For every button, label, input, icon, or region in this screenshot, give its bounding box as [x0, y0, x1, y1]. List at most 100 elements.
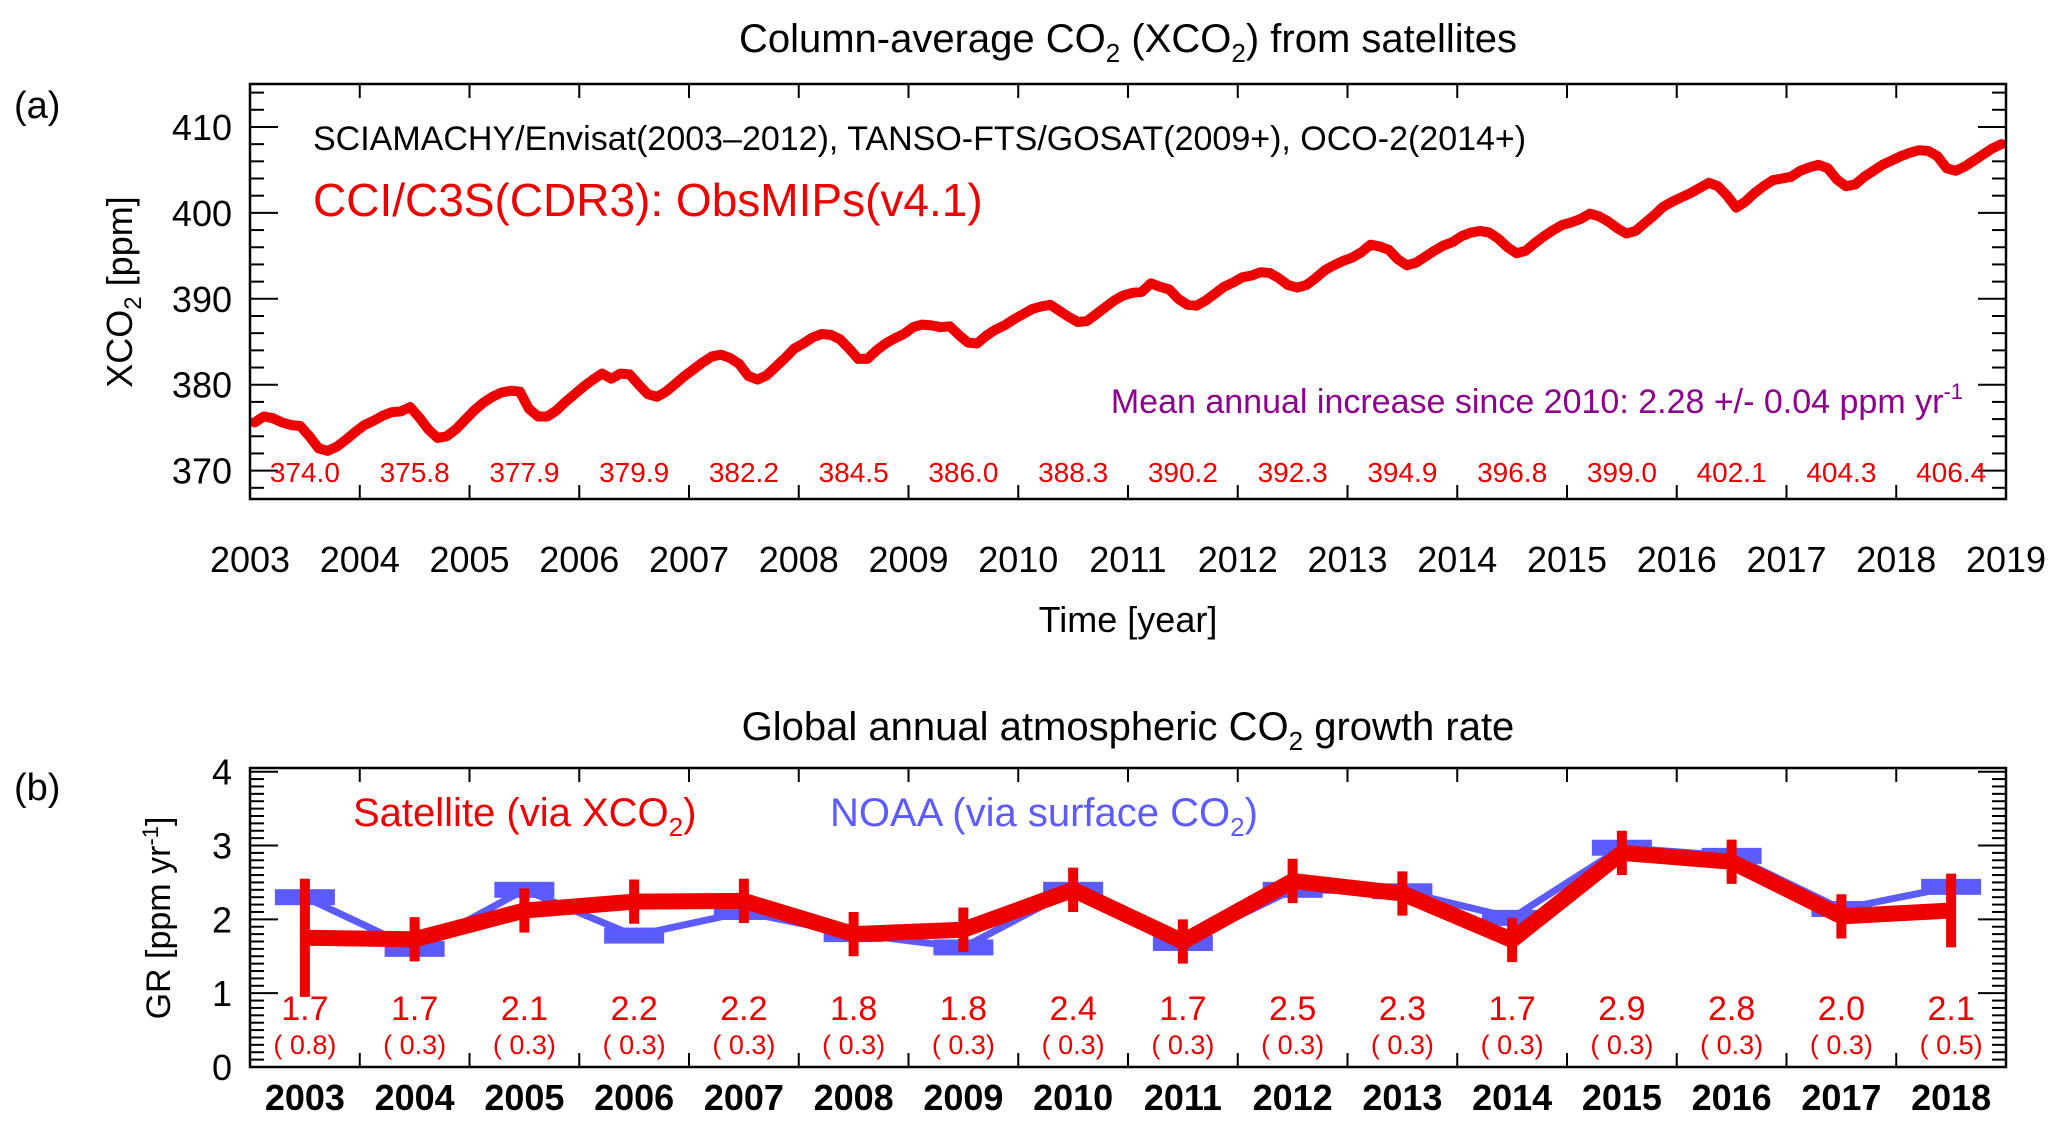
growth-rate-value: 2.8 [1708, 990, 1755, 1028]
x-tick-label: 2015 [1527, 539, 1607, 580]
panel-b-ylabel-sup: -1 [138, 826, 163, 846]
growth-rate-uncertainty: ( 0.3) [822, 1030, 885, 1060]
x-tick-label: 2003 [210, 539, 290, 580]
x-tick-label: 2014 [1472, 1077, 1552, 1118]
x-tick-label: 2006 [539, 539, 619, 580]
annual-mean-label: 382.2 [709, 457, 779, 488]
panel-a-y-axis-label: XCO2 [ppm] [99, 196, 147, 387]
panel-b-title-part1: Global annual atmospheric CO [742, 705, 1289, 749]
panel-a-label: (a) [14, 85, 60, 127]
growth-rate-value: 2.2 [610, 990, 657, 1028]
y-tick-label: 370 [172, 451, 232, 492]
y-tick-label: 390 [172, 279, 232, 320]
annotation-product: CCI/C3S(CDR3): ObsMIPs(v4.1) [313, 174, 983, 226]
annual-mean-label: 406.4 [1916, 457, 1986, 488]
growth-rate-uncertainty: ( 0.3) [1590, 1030, 1653, 1060]
annotation-mean-increase-sup: -1 [1943, 379, 1963, 404]
growth-rate-uncertainty: ( 0.3) [1700, 1030, 1763, 1060]
annual-mean-label: 386.0 [928, 457, 998, 488]
y-tick-label: 3 [212, 826, 232, 867]
x-tick-label: 2006 [594, 1077, 674, 1118]
panel-a-title-part1: Column-average CO [739, 17, 1106, 61]
annual-mean-label: 396.8 [1477, 457, 1547, 488]
x-tick-label: 2009 [923, 1077, 1003, 1118]
legend-satellite-sub: 2 [669, 812, 683, 842]
panel-a-x-axis-label: Time [year] [1039, 599, 1218, 640]
growth-rate-uncertainty: ( 0.3) [712, 1030, 775, 1060]
panel-a-title-sub2: 2 [1231, 38, 1245, 68]
x-tick-label: 2013 [1362, 1077, 1442, 1118]
annual-mean-label: 384.5 [819, 457, 889, 488]
x-tick-label: 2008 [759, 539, 839, 580]
annual-mean-label: 399.0 [1587, 457, 1657, 488]
panel-a-tick-labels: 2003 2004 2005 2006 2007 2008 2009 2010 2011 2012… [172, 107, 2046, 580]
x-tick-label: 2019 [1966, 539, 2046, 580]
annual-mean-labels: 374.0 375.8 377.9 379.9 382.2 384.5 386.0 388.3… [270, 457, 1986, 488]
x-tick-label: 2005 [429, 539, 509, 580]
growth-rate-value: 1.7 [1159, 990, 1206, 1028]
y-tick-label: 380 [172, 365, 232, 406]
x-tick-label: 2004 [375, 1077, 455, 1118]
panel-a-title-part2: (XCO [1120, 17, 1231, 61]
x-tick-label: 2012 [1253, 1077, 1333, 1118]
x-tick-label: 2017 [1801, 1077, 1881, 1118]
x-tick-label: 2009 [868, 539, 948, 580]
growth-rate-value: 1.7 [281, 990, 328, 1028]
annual-mean-label: 388.3 [1038, 457, 1108, 488]
satellite-line [304, 844, 1952, 951]
annual-mean-label: 392.3 [1258, 457, 1328, 488]
panel-b-ylabel-part1: GR [ppm yr [140, 846, 178, 1020]
legend-satellite-text: Satellite (via XCO [353, 791, 669, 835]
annual-mean-label: 375.8 [380, 457, 450, 488]
growth-rate-uncertainty: ( 0.3) [493, 1030, 556, 1060]
y-tick-label: 4 [212, 752, 232, 793]
growth-rate-value: 2.0 [1818, 990, 1865, 1028]
annotation-sensors: SCIAMACHY/Envisat(2003–2012), TANSO-FTS/… [313, 120, 1526, 158]
panel-a-ylabel-sub: 2 [120, 296, 147, 309]
legend-noaa-text: NOAA (via surface CO [830, 791, 1230, 835]
legend-satellite-end: ) [683, 791, 696, 835]
panel-b-y-axis-label: GR [ppm yr-1] [138, 817, 178, 1020]
legend-satellite: Satellite (via XCO2) [353, 791, 696, 842]
x-tick-label: 2007 [704, 1077, 784, 1118]
noaa-marker [604, 927, 665, 944]
panel-b-ylabel-part2: ] [140, 817, 178, 826]
growth-rate-value: 2.5 [1269, 990, 1316, 1028]
x-tick-label: 2014 [1417, 539, 1497, 580]
panel-b-title-part2: growth rate [1303, 705, 1514, 749]
x-tick-label: 2015 [1582, 1077, 1662, 1118]
panel-b-tick-labels: 2003 2004 2005 2006 2007 2008 2009 2010 2011 2012… [212, 752, 1991, 1118]
panel-a-title-part3: ) from satellites [1246, 17, 1517, 61]
annual-mean-label: 374.0 [270, 457, 340, 488]
growth-rate-uncertainty: ( 0.5) [1920, 1030, 1983, 1060]
growth-rate-value: 2.2 [720, 990, 767, 1028]
growth-rate-value: 1.7 [391, 990, 438, 1028]
panel-a-ylabel-part1: XCO [99, 310, 140, 388]
growth-rate-uncertainty: ( 0.3) [1371, 1030, 1434, 1060]
annual-mean-label: 404.3 [1806, 457, 1876, 488]
growth-rate-uncertainty: ( 0.3) [1042, 1030, 1105, 1060]
panel-b-title-sub: 2 [1289, 726, 1303, 756]
growth-rate-uncertainty: ( 0.3) [383, 1030, 446, 1060]
panel-b: (b) Global annual atmospheric CO2 growth… [14, 705, 2008, 1118]
x-tick-label: 2016 [1692, 1077, 1772, 1118]
annual-mean-label: 379.9 [599, 457, 669, 488]
y-tick-label: 0 [212, 1047, 232, 1088]
growth-rate-uncertainty: ( 0.3) [1261, 1030, 1324, 1060]
growth-rate-value: 2.4 [1049, 990, 1096, 1028]
growth-rate-uncertainty: ( 0.3) [1151, 1030, 1214, 1060]
x-tick-label: 2017 [1746, 539, 1826, 580]
growth-rate-uncertainty: ( 0.3) [603, 1030, 666, 1060]
satellite-series [299, 830, 1957, 997]
x-tick-label: 2018 [1856, 539, 1936, 580]
annual-mean-label: 394.9 [1367, 457, 1437, 488]
panel-a-title: Column-average CO2 (XCO2) from satellite… [739, 17, 1517, 68]
panel-a: (a) Column-average CO2 (XCO2) from satel… [14, 17, 2046, 640]
growth-rate-value: 2.1 [1927, 990, 1974, 1028]
x-tick-label: 2010 [978, 539, 1058, 580]
y-tick-label: 410 [172, 107, 232, 148]
growth-rate-value: 1.7 [1488, 990, 1535, 1028]
annotation-mean-increase: Mean annual increase since 2010: 2.28 +/… [1111, 379, 1963, 421]
xco2-series-line [249, 139, 2007, 456]
annual-mean-label: 377.9 [489, 457, 559, 488]
